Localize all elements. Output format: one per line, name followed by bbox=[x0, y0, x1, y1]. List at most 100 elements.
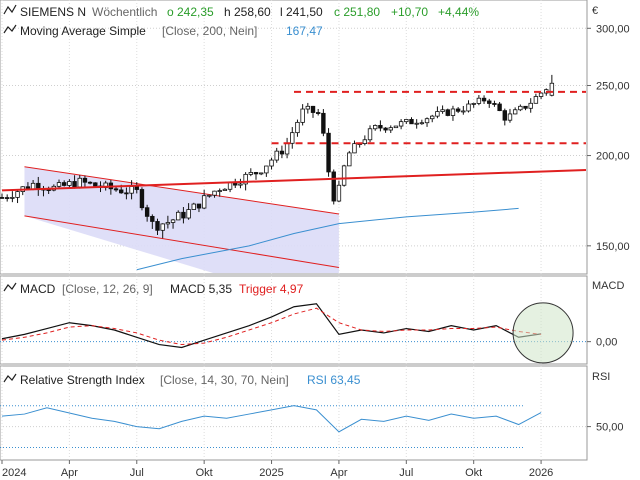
candle bbox=[393, 125, 399, 129]
x-tick-label: Apr bbox=[61, 467, 78, 479]
candle bbox=[144, 204, 150, 222]
candle-body bbox=[87, 181, 93, 184]
price-line-icon bbox=[3, 4, 17, 15]
candle bbox=[373, 124, 378, 131]
candle bbox=[487, 98, 492, 108]
price-y-tick-label: 300,00 bbox=[596, 23, 630, 35]
candle-body bbox=[10, 196, 15, 199]
candle-body bbox=[300, 108, 305, 123]
macd-panel[interactable] bbox=[0, 275, 588, 365]
candle-body bbox=[279, 150, 285, 155]
candle-body bbox=[0, 197, 5, 199]
candle bbox=[315, 108, 321, 116]
candle bbox=[222, 188, 228, 191]
candle-body bbox=[170, 219, 176, 223]
candle-body bbox=[274, 150, 279, 161]
candle bbox=[150, 214, 155, 229]
annotation-layer bbox=[1, 90, 587, 192]
macd-layer bbox=[1, 302, 574, 364]
candle-body bbox=[269, 159, 274, 167]
currency-label: € bbox=[592, 5, 598, 17]
candle bbox=[165, 215, 171, 229]
candle bbox=[93, 182, 98, 187]
trigger-value: Trigger 4,97 bbox=[239, 282, 304, 296]
candle-body bbox=[155, 221, 160, 231]
rsi-line-icon bbox=[3, 373, 17, 383]
candle-body bbox=[191, 203, 196, 210]
candle-body bbox=[409, 119, 414, 125]
candle-body bbox=[476, 97, 482, 104]
trigger-line bbox=[1, 307, 542, 346]
candle-body bbox=[134, 186, 139, 190]
price-legend: SIEMENS N Wöchentlich o 242,35 h 258,60 … bbox=[3, 4, 598, 38]
candle bbox=[440, 105, 445, 114]
candle bbox=[518, 104, 523, 112]
candle-body bbox=[528, 102, 533, 109]
candle-body bbox=[124, 192, 129, 195]
candle-body bbox=[538, 92, 544, 97]
candle bbox=[326, 128, 331, 177]
candle-body bbox=[72, 181, 77, 188]
candle bbox=[419, 119, 425, 125]
channel-lower-line bbox=[24, 215, 340, 268]
candle-body bbox=[398, 121, 404, 127]
rsi-panel[interactable] bbox=[0, 365, 588, 461]
x-tick-label: Okt bbox=[465, 467, 482, 479]
candle bbox=[269, 157, 274, 170]
candle bbox=[253, 171, 259, 180]
candle bbox=[533, 93, 539, 104]
candle-body bbox=[549, 82, 555, 96]
candle-layer bbox=[0, 74, 555, 239]
change-pct-label: +4,44% bbox=[438, 5, 479, 19]
candle-body bbox=[243, 173, 248, 185]
candle-body bbox=[512, 109, 518, 115]
candle-body bbox=[507, 113, 513, 121]
rsi-layer bbox=[1, 405, 542, 433]
candle-body bbox=[419, 122, 425, 125]
candle-body bbox=[487, 100, 492, 104]
candle bbox=[217, 188, 222, 197]
candle-body bbox=[321, 112, 326, 134]
candle-body bbox=[445, 109, 450, 116]
ma-line-icon bbox=[3, 24, 17, 34]
candle-body bbox=[497, 103, 502, 112]
rsi-params: [Close, 14, 30, 70, Nein] bbox=[160, 373, 289, 387]
candle-body bbox=[362, 139, 368, 144]
macd-legend: MACD [Close, 12, 26, 9] MACD 5,35 Trigge… bbox=[3, 280, 624, 296]
channel-fill bbox=[24, 166, 339, 273]
candle-body bbox=[77, 177, 82, 188]
candle bbox=[398, 119, 404, 130]
low-label: l 241,50 bbox=[280, 5, 323, 19]
candle-body bbox=[196, 203, 202, 209]
candle-body bbox=[113, 188, 119, 191]
candle-body bbox=[341, 165, 347, 186]
candle-body bbox=[315, 112, 321, 114]
candle-body bbox=[258, 172, 264, 175]
candle bbox=[352, 140, 357, 154]
candle-body bbox=[435, 111, 440, 117]
candle-body bbox=[93, 182, 98, 187]
candle-body bbox=[466, 103, 471, 112]
candle-body bbox=[424, 118, 430, 124]
grid-lines bbox=[0, 0, 587, 460]
candle bbox=[321, 109, 326, 137]
candle-body bbox=[326, 132, 331, 173]
candle-body bbox=[430, 115, 435, 120]
candle bbox=[295, 119, 300, 137]
y-ticks: 300,00 250,00 200,00 150,00 0,00 50,00 bbox=[587, 23, 630, 434]
channel-upper-line bbox=[24, 166, 339, 215]
x-tick-label: Jul bbox=[399, 467, 413, 479]
price-y-tick-label: 250,00 bbox=[596, 81, 630, 93]
candle bbox=[383, 127, 388, 133]
candle-body bbox=[30, 182, 36, 190]
candle bbox=[264, 165, 269, 177]
candle bbox=[409, 117, 414, 125]
candle bbox=[56, 179, 62, 188]
candle bbox=[124, 187, 129, 200]
candle-body bbox=[160, 223, 165, 231]
candle bbox=[191, 202, 196, 210]
candle-body bbox=[62, 182, 67, 186]
candle-body bbox=[502, 110, 507, 121]
candle-body bbox=[217, 190, 222, 192]
candle-body bbox=[352, 143, 357, 154]
